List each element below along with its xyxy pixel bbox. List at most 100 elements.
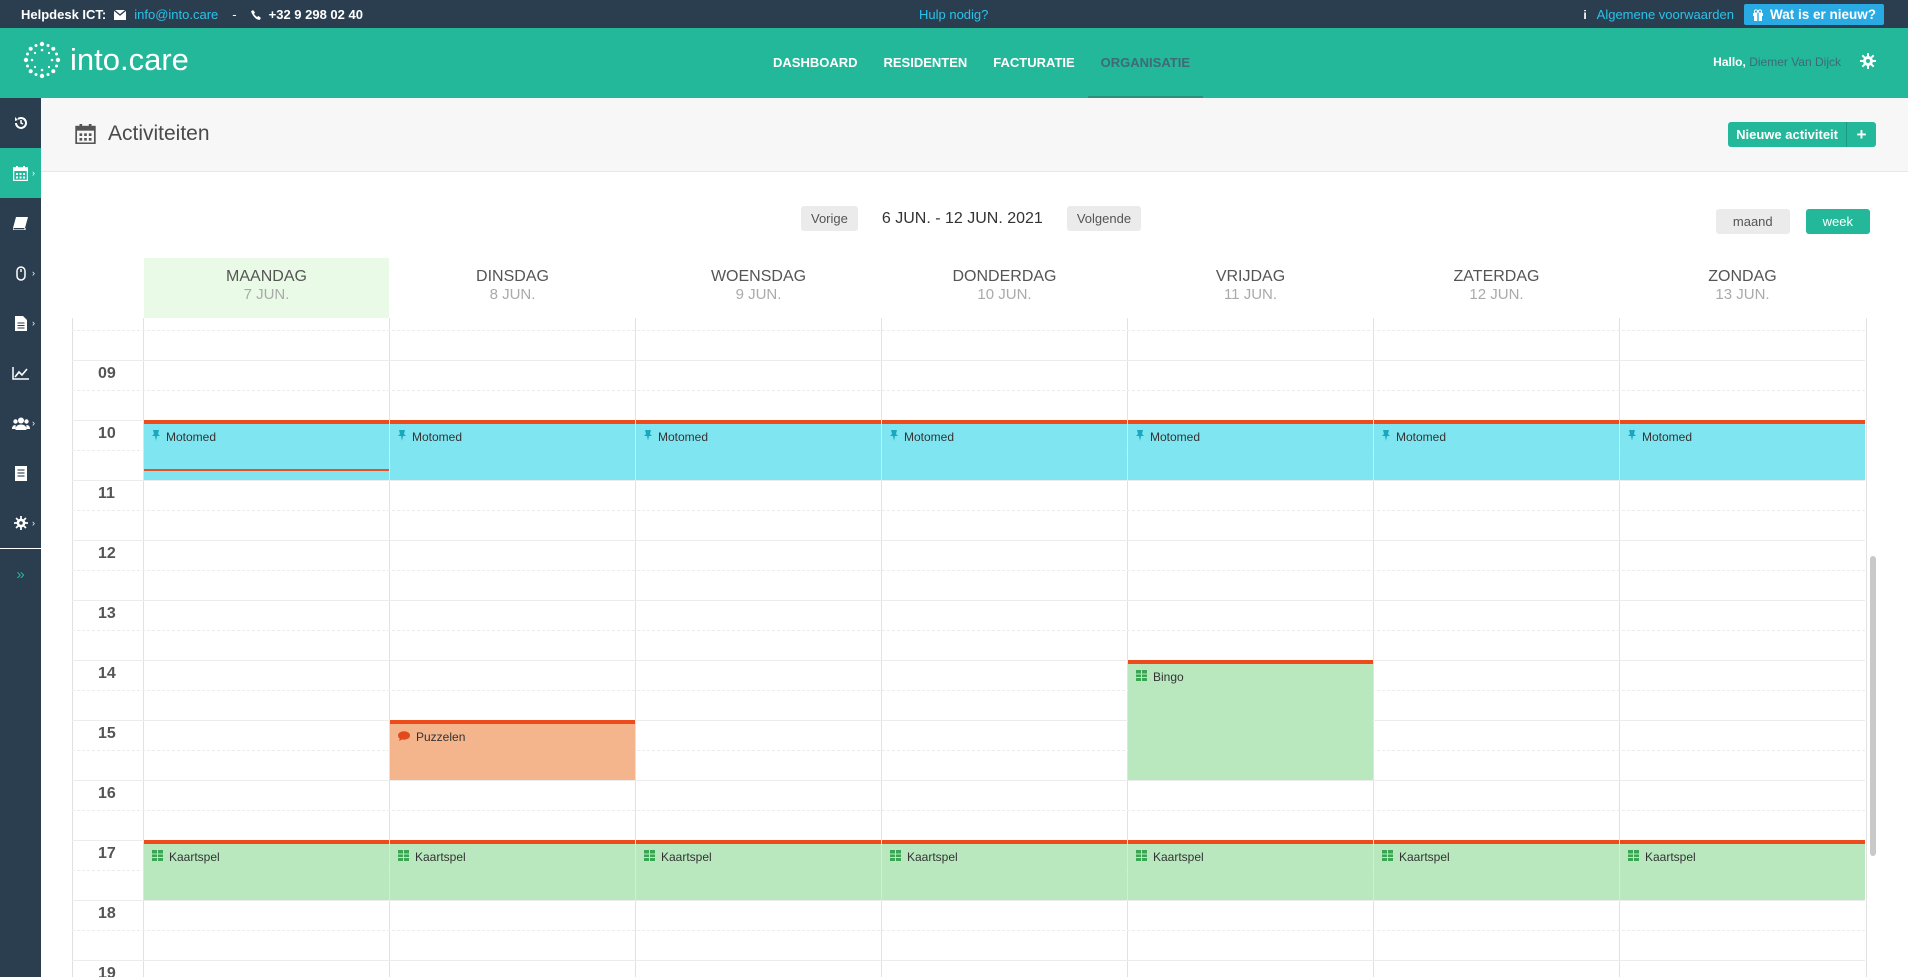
grid-icon [398,850,409,864]
top-bar: Helpdesk ICT: info@into.care - +32 9 298… [0,0,1908,28]
event-bingo[interactable]: Bingo [1128,660,1373,780]
grid-line [72,600,1865,601]
scrollbar[interactable] [1870,556,1876,856]
event-motomed[interactable]: Motomed [1374,420,1619,480]
grid-line [72,780,1865,781]
nav-facturatie[interactable]: FACTURATIE [993,55,1075,70]
sidebar-item-users[interactable]: › [0,398,41,448]
chevron-right-icon: › [32,318,35,328]
chevron-right-icon: › [32,418,35,428]
sidebar-item-mouse[interactable]: › [0,248,41,298]
gutter-line [72,318,73,977]
grid-line [72,360,1865,361]
gear-icon [13,516,28,530]
event-kaartspel[interactable]: Kaartspel [636,840,881,900]
column-line [1373,318,1374,977]
day-header[interactable]: DINSDAG 8 JUN. [390,258,635,318]
logo-text: into.care [70,42,189,77]
column-line [1619,318,1620,977]
grid-line [72,900,1865,901]
event-kaartspel[interactable]: Kaartspel [1374,840,1619,900]
chevron-right-icon: › [32,518,35,528]
day-header[interactable]: ZATERDAG 12 JUN. [1374,258,1619,318]
users-icon [11,417,30,430]
helpdesk-email-link[interactable]: info@into.care [134,7,219,22]
hour-label: 13 [98,605,116,622]
event-motomed[interactable]: Motomed [390,420,635,480]
event-title: Kaartspel [169,850,220,864]
pin-icon [890,430,898,444]
event-motomed[interactable]: Motomed [882,420,1127,480]
day-header[interactable]: WOENSDAG 9 JUN. [636,258,881,318]
sidebar-divider [0,548,41,549]
week-view-button[interactable]: week [1805,209,1870,234]
month-view-button[interactable]: maand [1715,209,1790,234]
prev-week-button[interactable]: Vorige [801,206,858,231]
new-activity-label: Nieuwe activiteit [1736,127,1838,142]
speech-icon [398,730,410,744]
calendar-icon [75,124,96,144]
user-greeting[interactable]: Hallo, Diemer Van Dijck [1713,55,1841,69]
pin-icon [1382,430,1390,444]
sidebar-item-history[interactable] [0,98,41,148]
hour-label: 12 [98,545,116,562]
grid-line [72,750,1865,751]
event-title: Kaartspel [415,850,466,864]
sidebar-item-calendar[interactable]: › [0,148,41,198]
nav-organisatie[interactable]: ORGANISATIE [1087,28,1203,98]
day-header[interactable]: DONDERDAG 10 JUN. [882,258,1127,318]
view-toggle: maand week [1715,209,1870,234]
day-header[interactable]: MAANDAG 7 JUN. [144,258,389,318]
report-icon [14,465,27,481]
gift-icon [1752,8,1763,21]
sidebar-item-chart[interactable] [0,348,41,398]
grid-icon [1136,850,1147,864]
day-header[interactable]: ZONDAG 13 JUN. [1620,258,1865,318]
sidebar-item-settings[interactable]: › [0,498,41,548]
date-navigation: Vorige 6 JUN. - 12 JUN. 2021 Volgende [801,206,1142,231]
sidebar-item-document[interactable]: › [0,298,41,348]
column-line [1866,318,1867,977]
separator: - [232,7,237,22]
event-title: Motomed [1396,430,1447,444]
event-kaartspel[interactable]: Kaartspel [390,840,635,900]
day-name: ZATERDAG [1453,268,1540,285]
user-name: Diemer Van Dijck [1749,55,1841,69]
grid-icon [890,850,901,864]
event-motomed[interactable]: Motomed [144,420,389,480]
new-activity-button[interactable]: Nieuwe activiteit + [1728,122,1876,147]
whats-new-button[interactable]: Wat is er nieuw? [1743,4,1884,25]
day-name: DONDERDAG [952,268,1057,285]
pin-icon [1136,430,1144,444]
event-puzzelen[interactable]: Puzzelen [390,720,635,780]
sidebar-expand-button[interactable]: » [0,549,41,599]
event-title: Kaartspel [907,850,958,864]
grid-line [72,720,1865,721]
gear-icon[interactable] [1860,53,1876,69]
event-motomed[interactable]: Motomed [636,420,881,480]
event-motomed[interactable]: Motomed [1620,420,1865,480]
terms-link[interactable]: Algemene voorwaarden [1596,7,1734,22]
next-week-button[interactable]: Volgende [1066,206,1142,231]
event-kaartspel[interactable]: Kaartspel [1128,840,1373,900]
nav-dashboard[interactable]: DASHBOARD [773,55,858,70]
grid-line [72,660,1865,661]
grid-line [72,330,1865,331]
logo[interactable]: into.care [20,38,189,82]
hour-label: 11 [98,485,115,502]
sidebar-item-report[interactable] [0,448,41,498]
help-link[interactable]: Hulp nodig? [919,7,989,22]
event-title: Kaartspel [661,850,712,864]
event-kaartspel[interactable]: Kaartspel [882,840,1127,900]
helpdesk-label: Helpdesk ICT: [21,7,107,22]
grid-icon [1382,850,1393,864]
grid-line [72,810,1865,811]
event-kaartspel[interactable]: Kaartspel [144,840,389,900]
grid-line [72,480,1865,481]
column-line [635,318,636,977]
event-kaartspel[interactable]: Kaartspel [1620,840,1865,900]
sidebar-item-book[interactable] [0,198,41,248]
day-header[interactable]: VRIJDAG 11 JUN. [1128,258,1373,318]
nav-residenten[interactable]: RESIDENTEN [883,55,968,70]
event-motomed[interactable]: Motomed [1128,420,1373,480]
